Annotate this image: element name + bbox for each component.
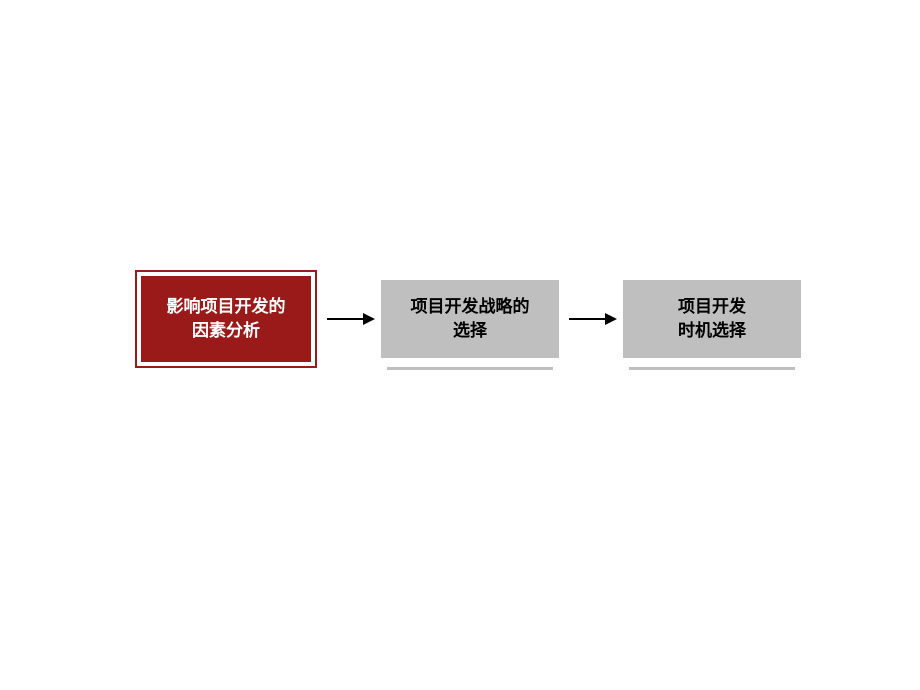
node-label-line2: 选择 <box>453 319 487 343</box>
node-underline <box>387 367 553 370</box>
flowchart-container: 影响项目开发的 因素分析 项目开发战略的 选择 项目开发 时机选择 <box>135 270 801 368</box>
node-label-line2: 时机选择 <box>678 319 746 343</box>
arrow-head-icon <box>363 313 375 325</box>
node-label-line1: 项目开发战略的 <box>411 295 530 319</box>
flowchart-node-highlighted: 影响项目开发的 因素分析 <box>135 270 317 368</box>
arrow-head-icon <box>605 313 617 325</box>
flowchart-arrow-2 <box>569 313 617 325</box>
flowchart-node-3: 项目开发 时机选择 <box>623 280 801 358</box>
node-underline <box>629 367 795 370</box>
flowchart-node-2: 项目开发战略的 选择 <box>381 280 559 358</box>
flowchart-node-1: 影响项目开发的 因素分析 <box>141 276 311 362</box>
arrow-line <box>569 318 605 320</box>
flowchart-arrow-1 <box>327 313 375 325</box>
node-label-line2: 因素分析 <box>192 319 260 343</box>
node-label-line1: 影响项目开发的 <box>167 295 286 319</box>
node-label-line1: 项目开发 <box>678 295 746 319</box>
arrow-line <box>327 318 363 320</box>
